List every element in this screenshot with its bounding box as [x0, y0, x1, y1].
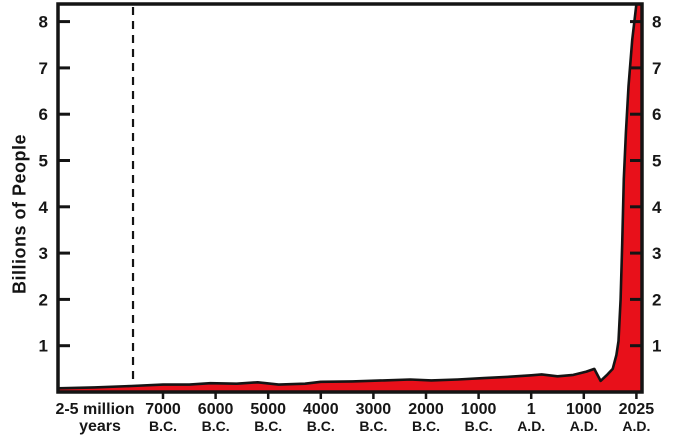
y-tick-label-right: 6: [652, 105, 661, 124]
y-tick-label-right: 4: [652, 198, 662, 217]
x-tick-label-era: B.C.: [359, 418, 387, 434]
y-tick-label-left: 3: [39, 244, 48, 263]
x-tick-label-year: 2025: [619, 401, 655, 418]
y-tick-label-left: 5: [39, 152, 48, 171]
x-tick-label-year: 7000: [145, 401, 181, 418]
x-tick-label-year: 1: [527, 401, 536, 418]
y-tick-label-left: 6: [39, 105, 48, 124]
x-tick-label-era: B.C.: [307, 418, 335, 434]
y-tick-label-left: 7: [39, 59, 48, 78]
x-tick-label-year: 3000: [356, 401, 392, 418]
x-tick-label-era: B.C.: [412, 418, 440, 434]
plot-border: [56, 2, 644, 394]
x-tick-label-era: B.C.: [202, 418, 230, 434]
x-tick-label-era: B.C.: [254, 418, 282, 434]
x-tick-label-era: B.C.: [149, 418, 177, 434]
y-tick-label-right: 1: [652, 337, 661, 356]
x-tick-label-era: A.D.: [570, 418, 598, 434]
x-tick-label-year: 6000: [198, 401, 234, 418]
y-tick-label-right: 3: [652, 244, 661, 263]
x-tick-label-year: 1000: [461, 401, 497, 418]
y-tick-label-left: 8: [39, 13, 48, 32]
x-tick-label-year: 2000: [408, 401, 444, 418]
x-left-label-line2: years: [79, 418, 121, 435]
y-tick-label-right: 5: [652, 152, 661, 171]
y-axis-title: Billions of People: [9, 133, 30, 295]
x-left-label-line1: 2-5 million: [55, 401, 134, 418]
x-tick-label-year: 1000: [566, 401, 602, 418]
y-tick-label-right: 8: [652, 13, 661, 32]
y-tick-label-left: 4: [39, 198, 49, 217]
y-tick-label-left: 2: [39, 290, 48, 309]
x-tick-label-era: A.D.: [517, 418, 545, 434]
x-tick-label-era: B.C.: [465, 418, 493, 434]
population-area-series: [56, 2, 644, 394]
y-tick-label-left: 1: [39, 337, 48, 356]
y-tick-label-right: 2: [652, 290, 661, 309]
x-tick-label-year: 5000: [250, 401, 286, 418]
y-tick-label-right: 7: [652, 59, 661, 78]
x-tick-label-era: A.D.: [622, 418, 650, 434]
x-tick-label-year: 4000: [303, 401, 339, 418]
